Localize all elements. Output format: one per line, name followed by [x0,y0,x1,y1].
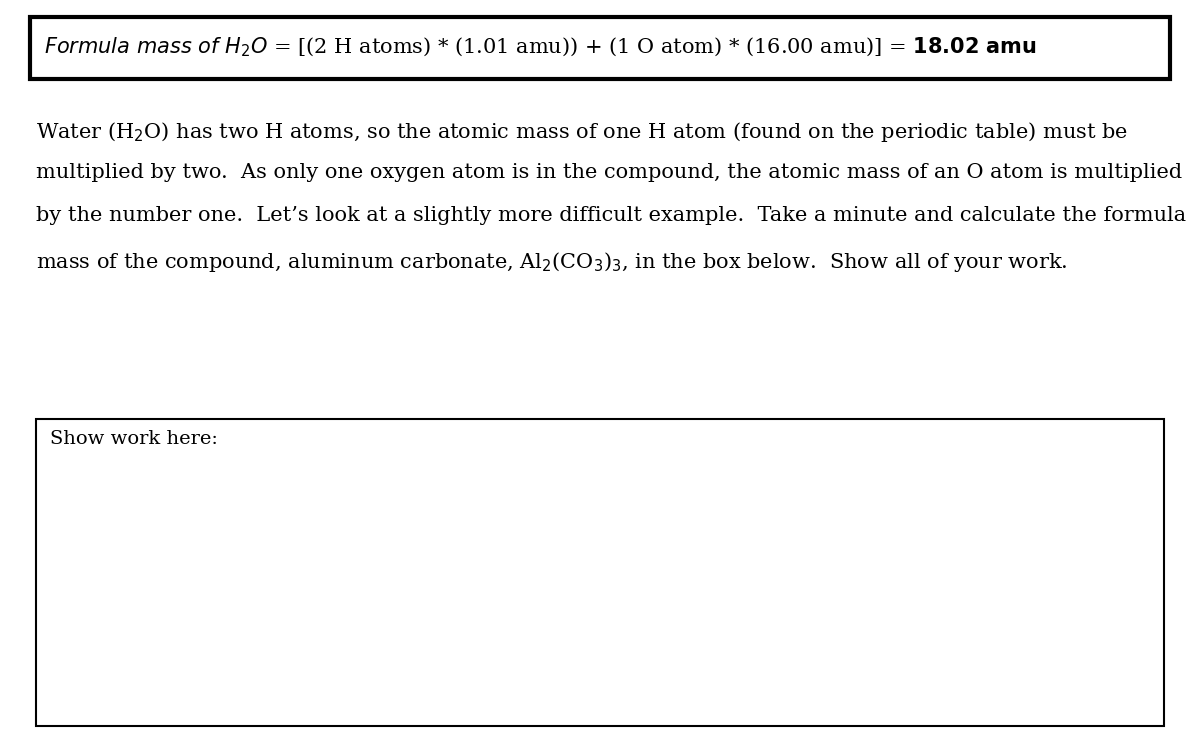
Text: mass of the compound, aluminum carbonate, Al$_2$(CO$_3$)$_3$, in the box below. : mass of the compound, aluminum carbonate… [36,250,1068,274]
Text: by the number one.  Let’s look at a slightly more difficult example.  Take a min: by the number one. Let’s look at a sligh… [36,206,1186,225]
Text: Water (H$_2$O) has two H atoms, so the atomic mass of one H atom (found on the p: Water (H$_2$O) has two H atoms, so the a… [36,120,1128,144]
FancyBboxPatch shape [36,419,1164,726]
FancyBboxPatch shape [30,17,1170,79]
Text: Show work here:: Show work here: [50,430,218,448]
Text: multiplied by two.  As only one oxygen atom is in the compound, the atomic mass : multiplied by two. As only one oxygen at… [36,163,1182,182]
Text: $\mathit{Formula\ mass\ of\ H_2O}$ = [(2 H atoms) * (1.01 amu)) + (1 O atom) * (: $\mathit{Formula\ mass\ of\ H_2O}$ = [(2… [44,36,1037,60]
